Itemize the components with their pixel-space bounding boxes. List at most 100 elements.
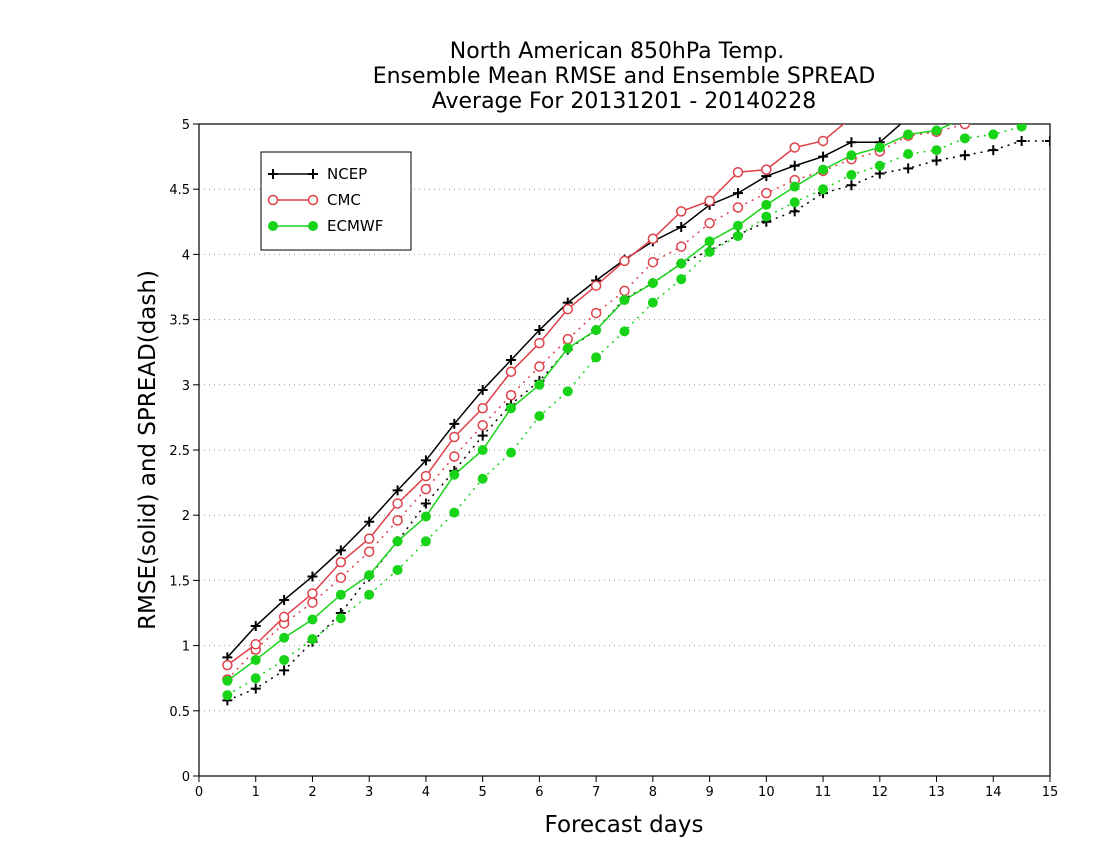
data-point: [364, 589, 375, 600]
data-point: [675, 206, 687, 217]
data-point: [591, 325, 602, 336]
data-point: [307, 194, 319, 206]
series-ncep-solid: [222, 47, 1055, 663]
data-point: [250, 683, 261, 694]
data-point: [647, 233, 659, 245]
data-point: [988, 129, 999, 140]
data-point: [874, 142, 885, 153]
data-point: [875, 93, 884, 102]
data-point: [506, 403, 517, 414]
data-point: [1017, 86, 1027, 96]
data-point: [392, 515, 403, 526]
data-point: [449, 418, 460, 429]
data-point: [363, 533, 375, 544]
data-point: [590, 280, 602, 291]
data-point: [789, 142, 800, 153]
data-point: [903, 163, 914, 174]
data-point: [308, 169, 318, 179]
data-point: [590, 307, 602, 319]
y-tick-label: 3: [182, 379, 190, 394]
data-point: [1046, 93, 1055, 102]
x-tick-label: 4: [422, 785, 430, 800]
data-point: [619, 285, 630, 297]
data-point: [392, 498, 403, 509]
data-point: [732, 166, 744, 178]
data-point: [250, 654, 261, 665]
data-point: [562, 343, 573, 354]
x-tick-label: 15: [1042, 785, 1059, 800]
data-point: [364, 570, 375, 581]
data-point: [619, 295, 630, 306]
data-point: [268, 221, 278, 231]
data-point: [392, 536, 403, 547]
data-point: [789, 181, 800, 192]
data-point: [903, 112, 913, 122]
data-point: [647, 278, 658, 289]
data-point: [704, 236, 715, 247]
data-point: [449, 507, 460, 518]
data-point: [732, 220, 743, 231]
data-point: [903, 129, 914, 140]
data-point: [250, 639, 261, 650]
x-tick-label: 8: [649, 785, 657, 800]
x-tick-label: 0: [195, 785, 203, 800]
series-layer: [222, 41, 1055, 706]
data-point: [363, 546, 375, 557]
data-point: [818, 184, 829, 195]
data-point: [874, 160, 885, 171]
data-point: [989, 41, 998, 50]
data-point: [676, 274, 687, 285]
data-point: [647, 297, 658, 308]
legend: NCEP CMC ECMWF: [260, 151, 412, 251]
data-point: [1045, 47, 1055, 57]
data-point: [477, 445, 488, 455]
x-tick-label: 10: [758, 785, 775, 800]
data-point: [817, 135, 829, 147]
chart-title: North American 850hPa Temp. Ensemble Mea…: [373, 39, 876, 114]
data-point: [534, 337, 545, 349]
data-point: [534, 411, 545, 422]
legend-label: NCEP: [327, 165, 367, 183]
data-point: [308, 221, 318, 231]
data-point: [988, 145, 999, 156]
data-point: [562, 333, 574, 345]
data-point: [960, 112, 970, 122]
data-point: [506, 355, 517, 366]
data-point: [534, 379, 545, 390]
data-point: [222, 675, 233, 686]
data-point: [761, 164, 772, 175]
data-point: [959, 150, 970, 161]
data-point: [619, 255, 630, 267]
data-point: [222, 659, 233, 671]
data-point: [1045, 112, 1055, 122]
data-point: [335, 572, 347, 584]
data-point: [789, 197, 800, 208]
data-point: [268, 169, 278, 179]
data-point: [335, 613, 346, 624]
y-tick-label: 0: [182, 770, 190, 785]
data-point: [761, 187, 772, 199]
y-tick-label: 3.5: [169, 314, 190, 329]
data-point: [789, 160, 800, 171]
data-point: [1045, 135, 1050, 146]
data-point: [732, 188, 743, 199]
legend-item-cmc: CMC: [267, 191, 361, 209]
data-point: [846, 180, 857, 191]
data-point: [931, 155, 942, 166]
data-point: [307, 588, 318, 599]
data-point: [279, 654, 290, 665]
data-point: [449, 431, 460, 443]
y-tick-label: 4: [182, 248, 190, 263]
data-point: [959, 133, 970, 144]
data-point: [335, 589, 346, 600]
data-point: [959, 124, 971, 130]
series-line: [226, 124, 845, 666]
x-tick-label: 13: [928, 785, 945, 800]
data-point: [279, 632, 290, 643]
data-point: [704, 246, 715, 257]
data-point: [761, 199, 772, 210]
x-tick-label: 7: [592, 785, 600, 800]
data-point: [847, 113, 856, 122]
data-point: [250, 621, 261, 632]
